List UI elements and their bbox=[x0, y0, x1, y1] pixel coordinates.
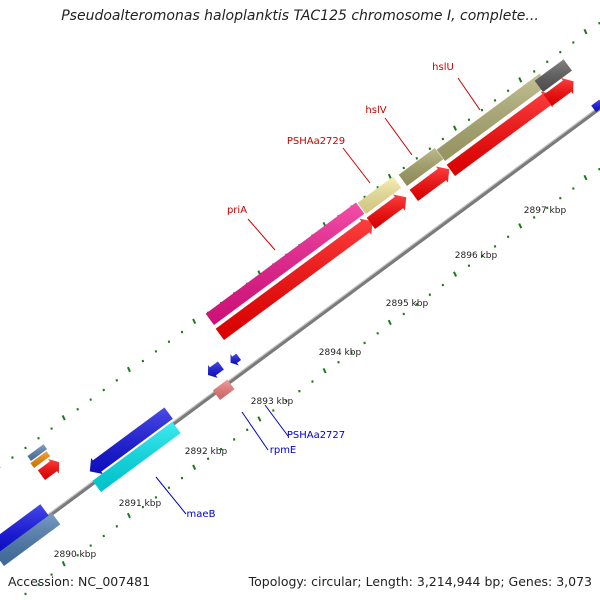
gene-label[interactable]: priA bbox=[227, 205, 247, 216]
tick-mark bbox=[583, 28, 588, 35]
gene-label[interactable]: PSHAa2727 bbox=[287, 430, 345, 441]
tick-mark bbox=[518, 223, 523, 229]
tick-mark bbox=[192, 464, 197, 470]
tick-mark bbox=[126, 366, 131, 373]
gene-bar-steel-small-shade bbox=[27, 444, 48, 461]
tick-mark bbox=[322, 367, 327, 374]
tick-mark bbox=[583, 174, 588, 181]
gene-label[interactable]: rpmE bbox=[270, 445, 297, 456]
leader-line bbox=[264, 404, 289, 437]
map-title: Pseudoalteromonas haloplanktis TAC125 ch… bbox=[61, 8, 539, 24]
ruler-label: 2890 kbp bbox=[54, 550, 97, 560]
tick-mark bbox=[518, 77, 523, 83]
cds-red-hslV-shade bbox=[409, 166, 450, 201]
genome-summary: Topology: circular; Length: 3,214,944 bp… bbox=[248, 574, 592, 589]
tick-mark bbox=[126, 512, 131, 519]
cds-red-hslU-shade bbox=[446, 91, 554, 176]
tick-mark bbox=[61, 414, 66, 421]
ruler-label: 2893 kbp bbox=[251, 397, 294, 407]
tick-mark bbox=[387, 319, 392, 326]
cds-red-right-shade bbox=[543, 78, 574, 106]
cds-red-priA-shade bbox=[215, 218, 373, 340]
PSHAa2729-gene-shade bbox=[357, 176, 402, 214]
maeB-gene-shade bbox=[92, 421, 181, 492]
tick-mark bbox=[61, 560, 66, 567]
leader-line bbox=[155, 476, 187, 515]
ruler-label: 2891 kbp bbox=[119, 499, 162, 509]
gene-bar-blue-2-shade bbox=[89, 407, 173, 475]
leader-line bbox=[247, 218, 276, 251]
gene-label[interactable]: PSHAa2729 bbox=[287, 136, 345, 147]
cds-red-PSHAa2729-shade bbox=[366, 194, 407, 229]
leader-line bbox=[241, 411, 269, 451]
gene-bar-blue-edge-shade bbox=[591, 99, 600, 112]
gene-bar-blue-small-2-shade bbox=[230, 353, 242, 366]
leader-line bbox=[342, 147, 371, 184]
gene-bar-steelblue-shade bbox=[0, 513, 61, 566]
backbone-line bbox=[0, 106, 600, 554]
hslV-gene-shade bbox=[398, 147, 444, 186]
tick-mark bbox=[387, 173, 392, 180]
gene-label[interactable]: hslV bbox=[365, 105, 386, 116]
gene-bar-orange-shade bbox=[30, 451, 51, 468]
ruler-label: 2895 kbp bbox=[386, 299, 429, 309]
priA-gene-shade bbox=[205, 202, 365, 325]
backbone-line-highlight bbox=[0, 105, 600, 551]
ruler-label: 2894 kbp bbox=[319, 348, 362, 358]
ruler-label: 2896 kbp bbox=[455, 251, 498, 261]
cds-red-small-1-shade bbox=[37, 459, 60, 480]
tick-mark bbox=[453, 125, 458, 131]
gene-bar-blue-small-1-shade bbox=[208, 361, 224, 378]
leader-line bbox=[457, 77, 481, 111]
ruler-label: 2897 kbp bbox=[524, 206, 567, 216]
tick-mark bbox=[192, 318, 197, 324]
gene-label[interactable]: maeB bbox=[187, 509, 216, 520]
gene-label[interactable]: hslU bbox=[432, 62, 454, 73]
gene-bar-pink-small-shade bbox=[212, 379, 235, 400]
accession-label: Accession: NC_007481 bbox=[8, 574, 151, 589]
gene-bar-gray-shade bbox=[534, 59, 572, 92]
tick-mark bbox=[257, 416, 262, 422]
hslU-gene-shade bbox=[436, 73, 548, 161]
ruler-label: 2892 kbp bbox=[185, 447, 228, 457]
tick-mark bbox=[453, 271, 458, 277]
leader-line bbox=[384, 117, 413, 156]
gene-bar-blue-1-shade bbox=[0, 504, 49, 552]
